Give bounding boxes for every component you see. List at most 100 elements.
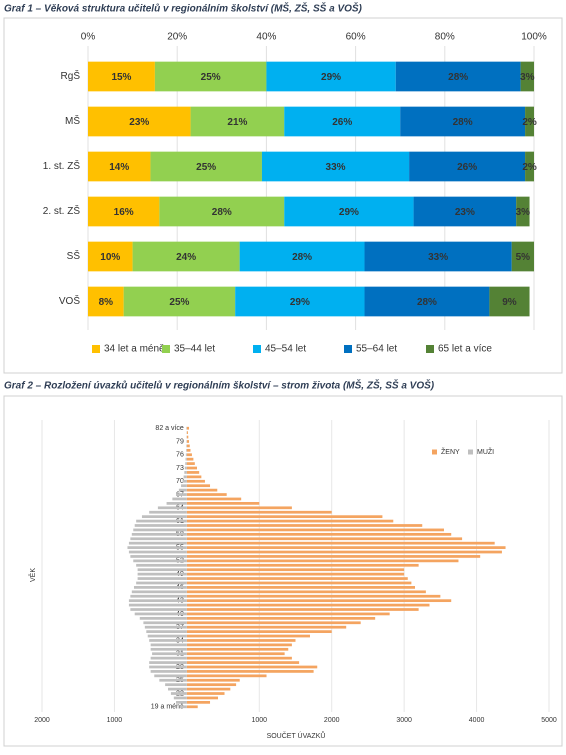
data-label: 25% <box>201 72 221 83</box>
y-tick-label: 19 a méně <box>151 704 184 711</box>
data-label: 3% <box>520 72 535 83</box>
bar <box>149 661 187 664</box>
bar <box>187 529 444 532</box>
bar <box>187 515 383 518</box>
bar <box>168 688 187 691</box>
bar <box>145 626 187 629</box>
bar <box>187 674 267 677</box>
data-label: 8% <box>99 297 114 308</box>
bar <box>159 679 187 682</box>
bar <box>187 462 195 465</box>
data-label: 29% <box>321 72 341 83</box>
legend-swatch <box>468 450 473 455</box>
bar <box>187 692 225 695</box>
bar <box>187 564 419 567</box>
data-label: 14% <box>109 162 129 173</box>
bar <box>187 471 199 474</box>
bar <box>151 648 187 651</box>
bar <box>186 427 187 430</box>
bar <box>183 480 187 483</box>
chart-title: Graf 1 – Věková struktura učitelů v regi… <box>4 2 363 15</box>
bar <box>187 652 285 655</box>
legend-swatch <box>426 345 434 353</box>
bar <box>187 626 346 629</box>
bar <box>149 666 187 669</box>
bar <box>129 599 187 602</box>
bar <box>187 604 430 607</box>
bar <box>187 498 241 501</box>
x-tick-label: 2000 <box>34 717 50 724</box>
x-tick-label: 5000 <box>541 717 557 724</box>
legend-swatch <box>162 345 170 353</box>
bar <box>187 475 201 478</box>
bar <box>149 639 187 642</box>
data-label: 23% <box>129 117 149 128</box>
bar <box>187 595 441 598</box>
bar <box>187 683 236 686</box>
bar <box>127 546 186 549</box>
data-label: 24% <box>176 252 196 263</box>
bar <box>187 657 292 660</box>
y-tick-label: RgŠ <box>61 69 81 82</box>
bar <box>187 506 292 509</box>
bar <box>130 555 186 558</box>
legend-label: 35–44 let <box>174 344 215 355</box>
bar <box>180 705 187 708</box>
bar <box>187 635 310 638</box>
bar <box>176 493 187 496</box>
data-label: 33% <box>326 162 346 173</box>
bar <box>184 471 187 474</box>
bar <box>186 449 187 452</box>
bar <box>167 502 187 505</box>
bar <box>187 590 426 593</box>
bar <box>134 586 187 589</box>
bar <box>148 635 187 638</box>
data-label: 26% <box>332 117 352 128</box>
bar <box>187 480 205 483</box>
data-label: 9% <box>502 297 517 308</box>
bar <box>187 542 495 545</box>
bar <box>187 568 404 571</box>
bar <box>187 613 390 616</box>
bar <box>187 559 459 562</box>
bar <box>187 679 240 682</box>
bar <box>187 705 198 708</box>
bar <box>187 431 188 434</box>
legend-swatch <box>92 345 100 353</box>
bar <box>187 608 419 611</box>
bar <box>176 701 187 704</box>
legend-label: 55–64 let <box>356 344 397 355</box>
bar <box>186 458 187 461</box>
bar <box>154 674 187 677</box>
bar <box>187 493 227 496</box>
bar <box>187 701 210 704</box>
bar <box>187 617 375 620</box>
data-label: 23% <box>455 207 475 218</box>
bar <box>187 648 288 651</box>
bar <box>138 573 187 576</box>
bar <box>179 489 187 492</box>
y-axis-label: VĚK <box>28 568 37 582</box>
bar <box>187 599 451 602</box>
legend-swatch <box>253 345 261 353</box>
bar <box>143 621 186 624</box>
y-tick-label: 76 <box>176 452 184 459</box>
bar <box>187 639 296 642</box>
bar <box>187 630 332 633</box>
legend-label: 34 let a méně <box>104 344 165 355</box>
x-tick-label: 60% <box>346 32 366 43</box>
bar <box>187 697 218 700</box>
bar <box>187 484 210 487</box>
data-label: 2% <box>522 162 537 173</box>
bar <box>187 427 189 430</box>
legend-label: MUŽI <box>477 447 494 456</box>
bar <box>187 555 480 558</box>
data-label: 21% <box>227 117 247 128</box>
y-tick-label: 73 <box>176 465 184 472</box>
x-tick-label: 80% <box>435 32 455 43</box>
data-label: 28% <box>453 117 473 128</box>
bar <box>187 621 361 624</box>
bar <box>132 533 187 536</box>
bar <box>187 551 502 554</box>
bar <box>185 462 187 465</box>
